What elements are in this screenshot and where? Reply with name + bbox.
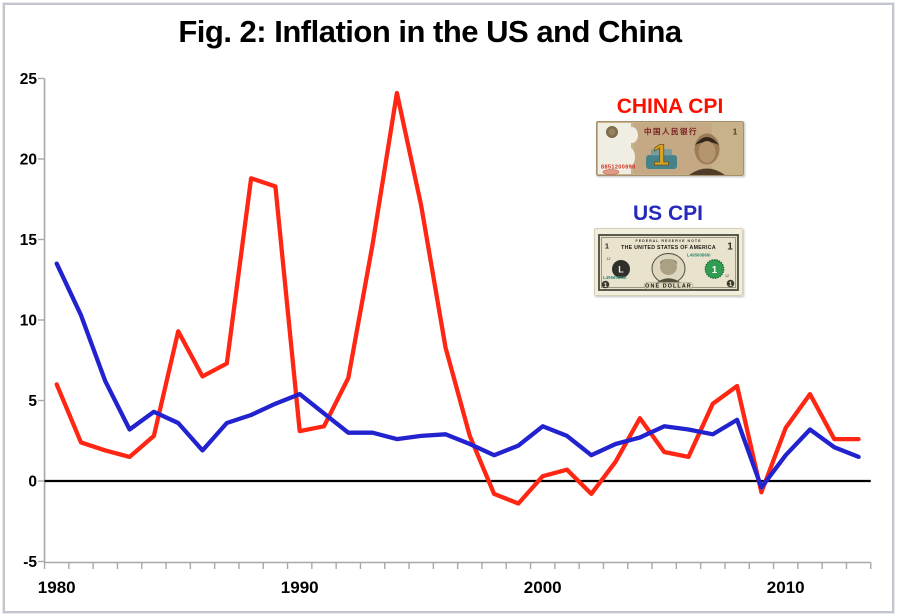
legend-us-label: US CPI	[632, 202, 703, 225]
dollar-district-number-left: 12	[606, 257, 610, 261]
dollar-serial-top-right: L49560866I	[687, 253, 710, 258]
y-tick-label: 15	[20, 232, 38, 249]
dollar-serial-bottom-left: L49560866I	[603, 275, 626, 280]
dollar-bottom-text: ONE DOLLAR	[645, 284, 692, 290]
yuan-watermark-edge	[625, 148, 635, 166]
one-dollar-banner	[643, 281, 693, 290]
yuan-emblem-inner	[608, 128, 616, 136]
chart-title: Fig. 2: Inflation in the US and China	[178, 14, 682, 49]
mao-portrait-shoulders	[689, 168, 725, 175]
y-tick-label: -5	[23, 554, 37, 571]
y-tick-label: 25	[20, 71, 38, 88]
yuan-bank-name: 中国人民银行	[644, 126, 698, 136]
x-tick-label: 1980	[38, 578, 76, 597]
legend-china-label: CHINA CPI	[616, 95, 724, 118]
federal-reserve-seal	[611, 260, 630, 278]
x-tick-label: 2010	[767, 578, 805, 597]
yuan-banknote-image: 中国人民银行 1 1 8851200898	[596, 121, 744, 176]
treasury-seal-denomination: 1	[711, 265, 717, 276]
legend-china: CHINA CPI 中国人民银行 1 1 8851200898	[594, 95, 746, 176]
yuan-watermark-edge	[626, 127, 638, 143]
x-tick-label: 2000	[524, 578, 562, 597]
yuan-ornament-top	[651, 149, 672, 156]
yuan-corner-denomination: 1	[733, 127, 738, 137]
dollar-corner-medallion-bottom-right	[726, 279, 734, 288]
dollar-top-text: FEDERAL RESERVE NOTE	[635, 239, 701, 243]
y-tick-label: 0	[28, 474, 37, 491]
series-line-us-cpi	[54, 261, 861, 490]
washington-portrait-face	[659, 259, 677, 275]
series-line-china-cpi	[54, 90, 861, 506]
dollar-banknote-image: FEDERAL RESERVE NOTE THE UNITED STATES O…	[593, 228, 743, 296]
y-tick-label: 5	[28, 393, 37, 410]
yuan-red-seal	[602, 169, 620, 175]
federal-reserve-letter: L	[618, 265, 624, 275]
dollar-corner-1-top-left: 1	[604, 242, 608, 251]
y-tick-label: 20	[20, 152, 37, 169]
x-tick-label: 1990	[281, 578, 319, 597]
yuan-serial-number: 8851200898	[601, 165, 636, 171]
dollar-country-text: THE UNITED STATES OF AMERICA	[621, 245, 716, 251]
yuan-ornament	[646, 155, 677, 169]
y-tick-label: 10	[20, 313, 37, 330]
mao-portrait-face	[698, 141, 716, 163]
dollar-corner-1-bottom-left: 1	[603, 283, 607, 289]
yuan-big-denomination: 1	[653, 139, 670, 172]
dollar-corner-medallion-bottom-left	[601, 280, 609, 289]
legend-us: US CPI FEDERAL RESERVE NOTE THE UNITED S…	[592, 202, 744, 296]
dollar-district-number-right: 12	[725, 274, 729, 278]
dollar-corner-1-bottom-right: 1	[728, 282, 732, 288]
dollar-corner-1-top-right: 1	[727, 242, 733, 253]
treasury-seal	[704, 259, 724, 279]
